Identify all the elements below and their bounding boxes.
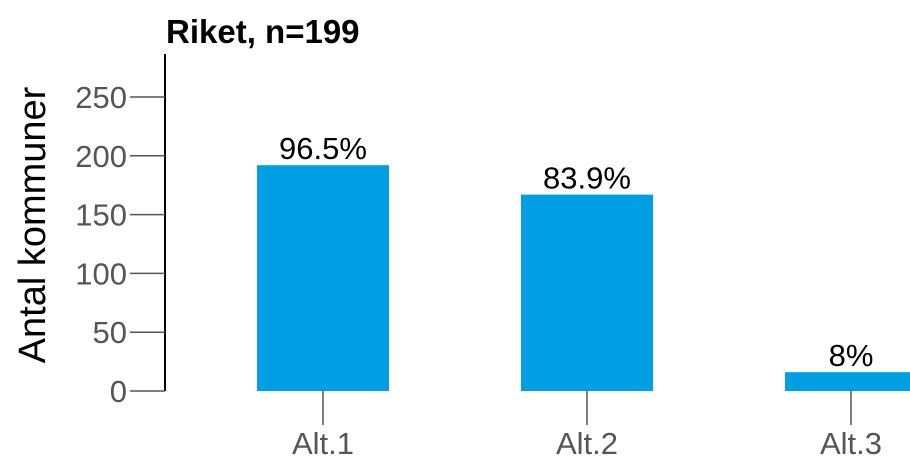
bar-data-label: 96.5% [279, 131, 367, 166]
bars: 96.5% 83.9% 8% [257, 131, 910, 391]
chart-title: Riket, n=199 [166, 13, 360, 50]
bar-data-label: 8% [829, 338, 874, 373]
bar [257, 165, 389, 391]
y-tick-label: 250 [75, 80, 127, 115]
x-tick-label: Alt.1 [292, 426, 354, 460]
y-tick-label: 0 [110, 374, 127, 409]
bar-data-label: 83.9% [543, 161, 631, 196]
y-tick-label: 150 [75, 198, 127, 233]
y-axis-ticks: 0 50 100 150 200 250 [75, 80, 165, 409]
y-tick-label: 100 [75, 256, 127, 291]
x-tick-label: Alt.2 [556, 426, 618, 460]
y-tick-label: 50 [93, 315, 127, 350]
y-tick-label: 200 [75, 139, 127, 174]
bar [521, 194, 653, 391]
y-axis-label: Antal kommuner [12, 86, 54, 363]
bar [785, 372, 910, 391]
x-axis-ticks: Alt.1 Alt.2 Alt.3 [292, 391, 882, 460]
x-tick-label: Alt.3 [820, 426, 882, 460]
